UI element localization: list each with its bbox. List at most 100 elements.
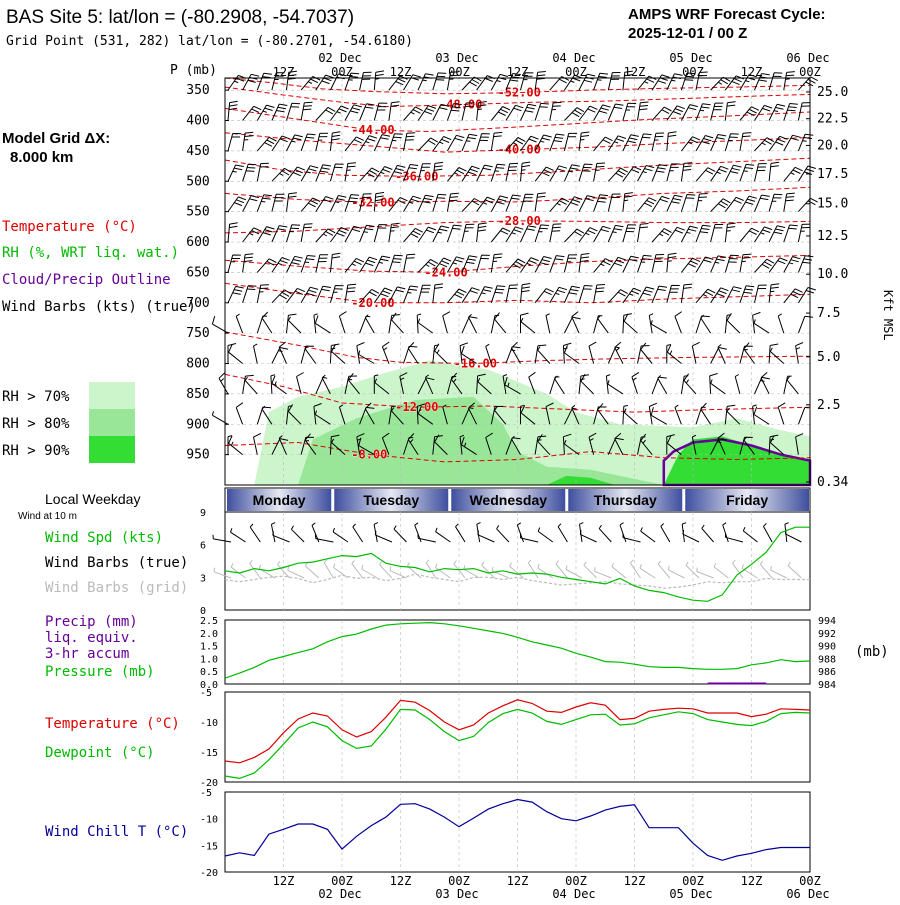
wind-speed-line — [224, 526, 810, 602]
wind-barb — [797, 315, 814, 334]
wind-barb — [235, 313, 244, 334]
grid-wind-barb — [770, 566, 788, 579]
wind-barb — [287, 316, 302, 334]
wind-barb — [578, 105, 598, 121]
wind-barb — [754, 284, 767, 303]
wind-barb — [359, 193, 372, 212]
wind-barb — [651, 106, 672, 121]
wind-barb — [490, 227, 511, 243]
temperature-contour — [224, 86, 811, 108]
temperature-contour-label: -32.00 — [351, 196, 394, 210]
wind-barb — [578, 285, 593, 303]
wind-barb — [271, 167, 292, 182]
panel-tick-label: -5 — [200, 788, 212, 799]
rh-shading — [254, 360, 811, 485]
wind-barb — [683, 373, 697, 395]
wind-barb — [388, 197, 408, 212]
wind-barb — [490, 405, 504, 425]
wind-barb — [724, 404, 736, 425]
grid-wind-barb — [361, 564, 378, 579]
wind-barb — [417, 405, 434, 425]
wind-barb — [593, 284, 606, 303]
wind-barb — [270, 374, 276, 394]
wind-barb — [607, 135, 627, 152]
wind-barb — [622, 287, 642, 304]
wind-barb — [580, 373, 594, 395]
bottom-date-label: 02 Dec — [318, 887, 361, 900]
wind-barb — [739, 227, 760, 243]
grid-wind-barb — [667, 565, 685, 579]
wind-barb — [680, 162, 693, 182]
wind-barb — [261, 405, 273, 425]
wind-barb — [432, 136, 452, 152]
wind-barb — [739, 285, 755, 303]
wind-barb — [754, 137, 775, 152]
wind-barb — [256, 104, 275, 121]
wind-barb — [359, 256, 378, 273]
wind-barb — [315, 228, 336, 243]
wind-barb — [564, 107, 585, 121]
wind-barb — [549, 255, 565, 273]
wind-barb — [403, 227, 423, 243]
wind-spd-label: Wind Spd (kts) — [45, 530, 163, 546]
wind-barb — [578, 195, 596, 212]
wind-barb — [416, 403, 426, 425]
panel-tick-label: 1.0 — [200, 654, 218, 665]
wind-barb — [286, 255, 303, 273]
wind-barb — [315, 196, 334, 212]
precip-accum-label: 3-hr accum — [45, 646, 129, 662]
wind-barb — [304, 345, 317, 364]
wind-barb — [242, 73, 260, 91]
wind-barb — [563, 74, 583, 91]
wind-barb — [244, 376, 258, 395]
grid-wind-barb — [407, 562, 422, 579]
panel-tick-label: -5 — [200, 688, 212, 699]
wind-barb — [417, 258, 439, 273]
wind-barb — [739, 345, 753, 364]
wind-barb — [651, 254, 665, 273]
true-wind-barb — [374, 530, 393, 543]
grid-wind-barb — [537, 563, 554, 579]
wind-barb — [434, 343, 448, 364]
bottom-hour-label: 12Z — [507, 874, 529, 888]
wind-barb — [520, 193, 534, 212]
temperature-contour-label: -52.00 — [498, 86, 541, 100]
wind-barb — [724, 196, 744, 212]
wind-barb — [446, 256, 465, 273]
true-wind-barb — [701, 524, 714, 543]
wind-barb — [300, 101, 313, 121]
wind-barb — [344, 225, 362, 243]
wind-barb — [754, 73, 770, 91]
wind-barb — [407, 433, 419, 455]
wind-barb — [286, 102, 301, 121]
weekday-label: Monday — [253, 492, 306, 508]
wind-barb — [228, 344, 243, 364]
wind-barb — [359, 288, 380, 304]
wind-barb — [417, 73, 434, 91]
wind-barb — [447, 288, 467, 304]
wind-barb — [648, 402, 658, 425]
wind-barb — [710, 347, 727, 364]
wind-barb — [680, 72, 696, 91]
pressure-tick-label: 450 — [186, 144, 209, 159]
top-date-label: 02 Dec — [318, 51, 361, 65]
wind-barb — [563, 407, 577, 425]
temperature-contour — [224, 157, 811, 177]
wind-barb — [253, 432, 262, 455]
wind-barb — [549, 101, 562, 121]
wind-barb — [461, 165, 480, 182]
wind-barb — [622, 134, 639, 152]
height-tick-label: 2.5 — [817, 398, 840, 413]
wind-barb — [753, 319, 770, 334]
wind-barb — [271, 375, 287, 395]
wind-barb — [432, 435, 443, 455]
wind-barb — [461, 287, 480, 304]
wind-barb — [505, 437, 521, 455]
wind-barb — [296, 372, 304, 395]
true-wind-barb — [249, 523, 261, 543]
wind-barb — [743, 436, 755, 455]
wind-barb — [520, 404, 525, 425]
wind-barb — [417, 284, 431, 303]
wind-barb — [593, 136, 613, 152]
wind-barb — [783, 134, 801, 152]
